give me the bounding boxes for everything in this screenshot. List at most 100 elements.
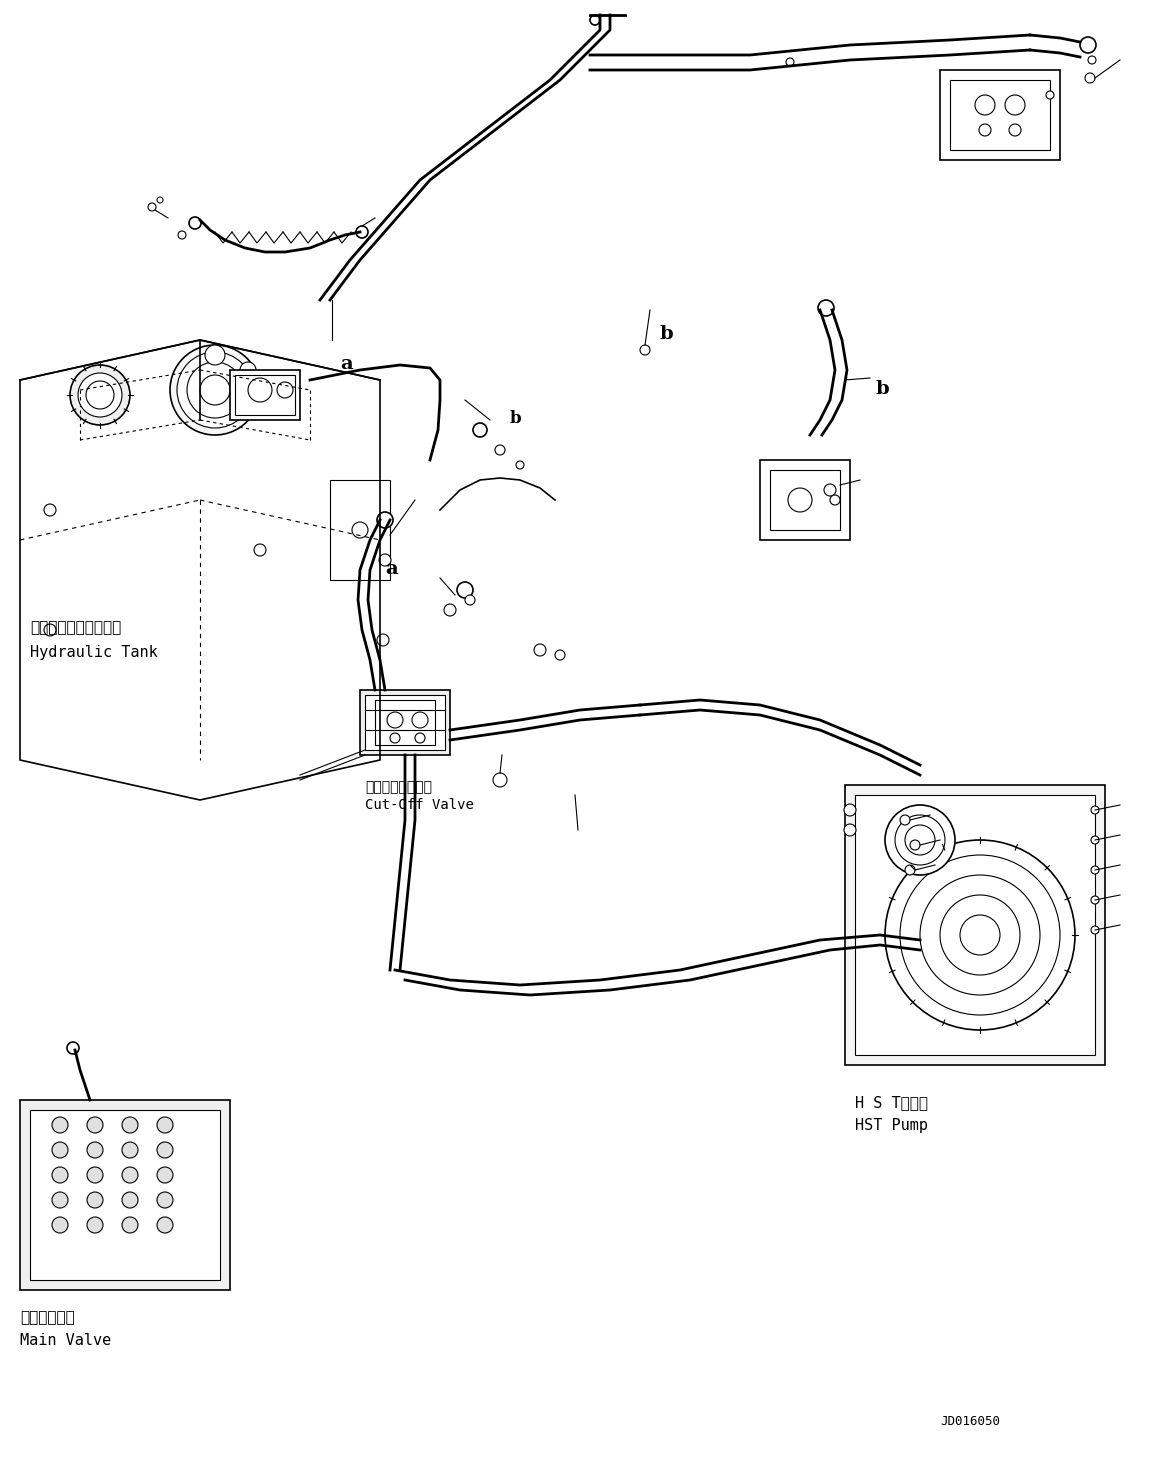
Bar [20, 1099, 229, 1290]
Circle shape [52, 1142, 68, 1158]
Bar [856, 795, 1095, 1056]
Text: JD016050: JD016050 [940, 1416, 1000, 1427]
Circle shape [52, 1193, 68, 1209]
Circle shape [886, 840, 1075, 1029]
Circle shape [277, 382, 293, 398]
Text: H S Tポンプ: H S Tポンプ [856, 1095, 928, 1110]
Bar [330, 480, 390, 580]
Circle shape [157, 1166, 173, 1182]
Circle shape [157, 197, 163, 203]
Circle shape [239, 394, 251, 405]
Circle shape [52, 1217, 68, 1233]
Circle shape [1091, 806, 1099, 814]
Circle shape [960, 916, 1000, 955]
Circle shape [122, 1117, 138, 1133]
Text: b: b [660, 325, 673, 343]
Circle shape [905, 865, 915, 875]
Circle shape [415, 733, 425, 744]
Circle shape [900, 854, 1060, 1015]
Circle shape [465, 595, 475, 605]
Circle shape [157, 1117, 173, 1133]
Circle shape [178, 230, 186, 239]
Circle shape [1085, 73, 1095, 83]
Circle shape [157, 1142, 173, 1158]
Circle shape [824, 484, 836, 496]
Circle shape [356, 226, 368, 238]
Circle shape [1005, 95, 1025, 115]
Circle shape [910, 840, 920, 850]
Circle shape [178, 351, 253, 429]
Circle shape [844, 803, 856, 816]
Bar [940, 70, 1060, 160]
Circle shape [44, 624, 56, 636]
Text: ハイドロリックタンク: ハイドロリックタンク [30, 620, 121, 636]
Circle shape [975, 95, 995, 115]
Text: Main Valve: Main Valve [20, 1333, 111, 1349]
Circle shape [67, 1042, 80, 1054]
Circle shape [44, 504, 56, 516]
Circle shape [352, 522, 368, 538]
Circle shape [493, 773, 507, 787]
Bar [235, 375, 295, 416]
Circle shape [199, 375, 229, 405]
Circle shape [1080, 36, 1097, 52]
Bar [366, 695, 445, 749]
Circle shape [390, 733, 400, 744]
Circle shape [52, 1166, 68, 1182]
Text: Cut-Off Valve: Cut-Off Valve [366, 798, 474, 812]
Circle shape [900, 815, 910, 825]
Circle shape [86, 381, 114, 410]
Circle shape [979, 124, 990, 136]
Circle shape [379, 554, 391, 566]
Circle shape [86, 1166, 103, 1182]
Circle shape [640, 346, 650, 354]
Circle shape [1046, 90, 1054, 99]
Circle shape [52, 1117, 68, 1133]
Circle shape [148, 203, 156, 211]
Circle shape [495, 445, 505, 455]
Circle shape [86, 1193, 103, 1209]
Circle shape [189, 217, 201, 229]
Circle shape [122, 1166, 138, 1182]
Circle shape [1088, 55, 1097, 64]
Circle shape [122, 1217, 138, 1233]
Circle shape [377, 512, 393, 528]
Bar [30, 1110, 220, 1280]
Circle shape [1091, 866, 1099, 873]
Circle shape [905, 825, 935, 854]
Bar [360, 690, 450, 755]
Circle shape [920, 875, 1040, 994]
Text: メインバルブ: メインバルブ [20, 1309, 75, 1325]
Bar [950, 80, 1050, 150]
Circle shape [1009, 124, 1022, 136]
Text: a: a [340, 354, 353, 373]
Circle shape [70, 364, 130, 424]
Circle shape [387, 712, 404, 728]
Circle shape [122, 1142, 138, 1158]
Circle shape [444, 604, 455, 615]
Text: Hydraulic Tank: Hydraulic Tank [30, 644, 158, 660]
Circle shape [830, 496, 841, 504]
Circle shape [555, 650, 565, 660]
Text: b: b [875, 381, 889, 398]
Bar [845, 784, 1105, 1064]
Bar [229, 370, 300, 420]
Circle shape [78, 373, 122, 417]
Circle shape [240, 362, 256, 378]
Circle shape [590, 15, 600, 25]
Circle shape [817, 300, 834, 316]
Text: b: b [510, 410, 521, 427]
Circle shape [473, 423, 487, 437]
Circle shape [886, 805, 955, 875]
Circle shape [940, 895, 1020, 975]
Text: HST Pump: HST Pump [856, 1118, 928, 1133]
Bar [760, 461, 850, 539]
Circle shape [248, 378, 272, 402]
Bar [375, 700, 435, 745]
Circle shape [205, 346, 225, 364]
Circle shape [169, 346, 259, 434]
Circle shape [1091, 897, 1099, 904]
Circle shape [86, 1217, 103, 1233]
Circle shape [534, 644, 547, 656]
Circle shape [457, 582, 473, 598]
